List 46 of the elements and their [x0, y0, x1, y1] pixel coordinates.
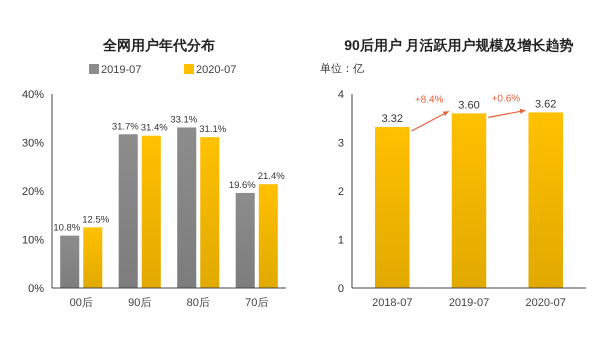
x-tick-label: 00后 — [70, 296, 93, 309]
x-tick-label: 70后 — [245, 296, 268, 309]
y-tick-label: 0% — [28, 282, 44, 295]
chart-title: 90后用户 月活跃用户规模及增长趋势 — [344, 37, 574, 53]
bar — [177, 127, 196, 288]
annotation: +8.4% — [414, 94, 444, 106]
bar — [236, 192, 255, 288]
x-tick-label: 80后 — [186, 296, 210, 309]
data-label: 3.32 — [382, 112, 403, 125]
y-tick-label: 3 — [338, 137, 344, 150]
data-label: 3.62 — [535, 98, 556, 110]
bar — [452, 113, 486, 288]
y-tick-label: 20% — [22, 186, 44, 198]
data-label: 33.1% — [170, 114, 198, 126]
data-label: 21.4% — [258, 171, 286, 182]
x-tick-label: 2020-07 — [526, 297, 566, 309]
x-tick-label: 2019-07 — [448, 297, 490, 309]
y-tick-label: 10% — [22, 234, 44, 246]
y-tick-label: 4 — [338, 88, 344, 101]
chart-title: 全网用户年代分布 — [102, 37, 215, 53]
x-tick-label: 2018-07 — [372, 297, 412, 309]
bar — [60, 236, 80, 288]
data-label: 31.7% — [112, 121, 140, 132]
bar — [528, 112, 563, 288]
data-label: 19.6% — [228, 180, 256, 191]
bar — [118, 134, 138, 288]
annotation: +0.6% — [492, 93, 520, 104]
bar — [375, 126, 410, 288]
data-label: 3.60 — [458, 99, 480, 112]
y-tick-label: 0 — [338, 282, 344, 295]
bar — [83, 227, 102, 288]
y-axis-title: 单位：亿 — [320, 62, 364, 75]
y-tick-label: 30% — [22, 137, 44, 150]
data-label: 31.1% — [199, 124, 227, 136]
legend-label: 2019-07 — [101, 64, 142, 76]
data-label: 10.8% — [53, 222, 81, 234]
data-label: 12.5% — [82, 214, 110, 226]
y-tick-label: 2 — [338, 186, 344, 198]
y-tick-label: 1 — [338, 234, 344, 246]
legend-label: 2020-07 — [196, 64, 236, 76]
bar — [200, 137, 220, 288]
x-tick-label: 90后 — [128, 296, 152, 309]
y-tick-label: 40% — [22, 88, 44, 101]
bar — [258, 184, 278, 288]
bar — [142, 136, 161, 288]
data-label: 31.4% — [140, 122, 168, 134]
